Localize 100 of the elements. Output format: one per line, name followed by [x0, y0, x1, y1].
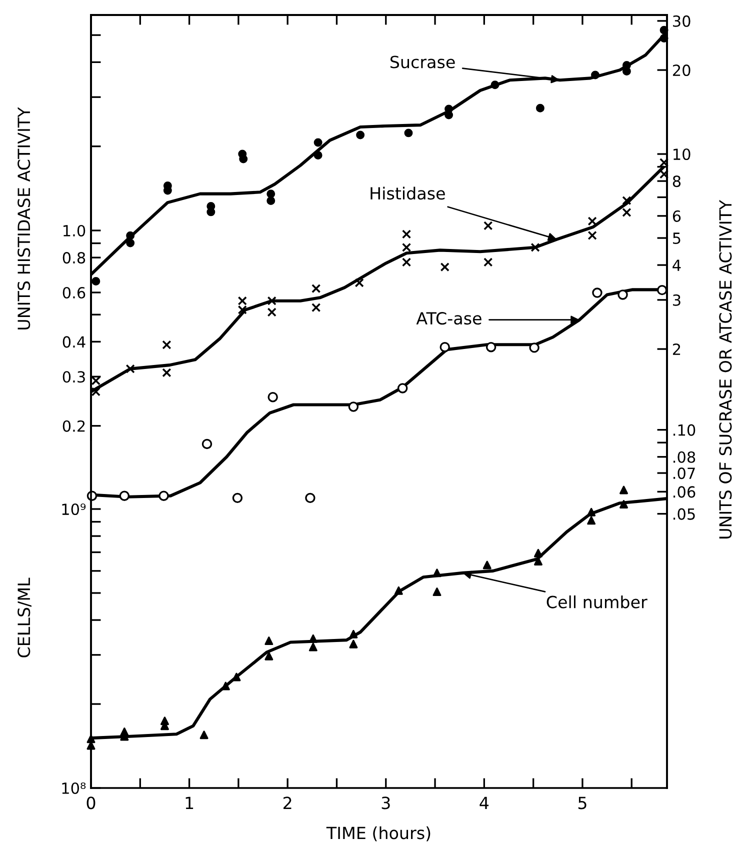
y-axis-title: UNITS HISTIDASE ACTIVITY: [18, 107, 30, 330]
point: [432, 568, 442, 578]
point: [162, 368, 172, 378]
y-tick-label: 10⁸: [62, 782, 86, 794]
point: [656, 284, 668, 296]
point: [266, 196, 276, 205]
point: [354, 278, 364, 288]
y-tick-label: 1.0: [64, 224, 86, 236]
point: [348, 402, 359, 412]
point: [402, 258, 412, 267]
point: [620, 500, 628, 509]
point: [314, 151, 322, 160]
point: [314, 138, 322, 147]
y-tick-label: 0.8: [62, 252, 86, 264]
point: [267, 308, 276, 317]
point: [397, 383, 408, 394]
point: [92, 276, 100, 286]
point: [402, 242, 412, 252]
x-tick-label: 0: [86, 796, 96, 810]
point: [620, 486, 628, 494]
point: [232, 672, 241, 682]
point: [126, 231, 135, 240]
y-tick-label: 4: [672, 260, 681, 271]
y-axis-title: CELLS/ML: [18, 578, 32, 658]
point: [484, 258, 493, 267]
point: [402, 230, 412, 239]
point: [162, 340, 172, 350]
point: [202, 438, 212, 450]
point: [86, 734, 96, 744]
point: [588, 230, 597, 240]
point: [158, 490, 169, 501]
y-tick-label: 30: [673, 15, 690, 27]
y-axis-title: UNITS OF SUCRASE OR ATCASE ACTIVITY: [719, 200, 732, 538]
y-tick-label: 10: [674, 148, 690, 160]
point: [482, 560, 492, 570]
point: [486, 342, 496, 352]
point: [536, 104, 544, 112]
point: [349, 640, 358, 648]
y-tick-label: 0.2: [62, 420, 85, 432]
point: [91, 387, 100, 396]
point: [591, 70, 600, 80]
point: [534, 548, 542, 558]
x-tick-label: 2: [284, 796, 292, 809]
point: [530, 242, 540, 252]
x-tick-label: 1: [186, 796, 194, 809]
point: [264, 636, 274, 646]
point: [587, 508, 596, 516]
point: [308, 634, 318, 643]
x-tick-label: 3: [382, 796, 390, 810]
y-tick-label: 0.6: [62, 286, 86, 299]
point: [91, 376, 100, 386]
text: Histidase: [370, 186, 445, 200]
y-tick-label: 2: [672, 344, 680, 355]
point: [268, 392, 278, 402]
y-tick-label: 5: [673, 232, 680, 244]
point: [587, 516, 596, 525]
point: [308, 642, 318, 652]
x-tick-label: 5: [578, 796, 586, 810]
point: [264, 652, 274, 660]
y-tick-label: .05: [673, 508, 695, 520]
point: [267, 296, 276, 306]
point: [622, 67, 631, 76]
point: [432, 588, 442, 596]
point: [529, 342, 540, 353]
point: [394, 586, 403, 595]
y-tick-label: 20: [672, 64, 690, 76]
point: [588, 216, 597, 226]
point: [404, 128, 413, 138]
point: [659, 170, 669, 179]
x-axis-title: TIME (hours): [326, 826, 430, 842]
y-tick-label: 0.4: [62, 336, 86, 348]
point: [440, 262, 450, 272]
y-tick-label: 8: [672, 176, 681, 188]
text: Cell number: [546, 595, 648, 608]
point: [266, 190, 276, 198]
point: [356, 130, 365, 140]
point: [490, 80, 500, 90]
point: [239, 154, 248, 164]
y-tick-label: .10: [673, 424, 696, 436]
y-tick-label: 10⁹: [62, 503, 86, 516]
point: [349, 630, 358, 638]
point: [238, 296, 247, 306]
point: [440, 342, 450, 352]
y-tick-label: 3: [673, 294, 680, 306]
point: [618, 290, 628, 300]
x-tick-label: 4: [480, 796, 489, 809]
y-tick-label: 6: [672, 210, 681, 222]
point: [592, 288, 602, 298]
point: [200, 730, 208, 740]
point: [126, 238, 135, 248]
y-tick-label: .06: [673, 486, 696, 498]
point: [484, 221, 493, 230]
point: [622, 196, 632, 206]
point: [622, 208, 632, 218]
point: [312, 302, 321, 312]
point: [238, 305, 247, 314]
y-tick-label: 0.3: [62, 371, 85, 383]
series-label: Sucrase: [390, 56, 455, 68]
point: [659, 158, 669, 168]
y-tick-label: .07: [673, 468, 695, 480]
